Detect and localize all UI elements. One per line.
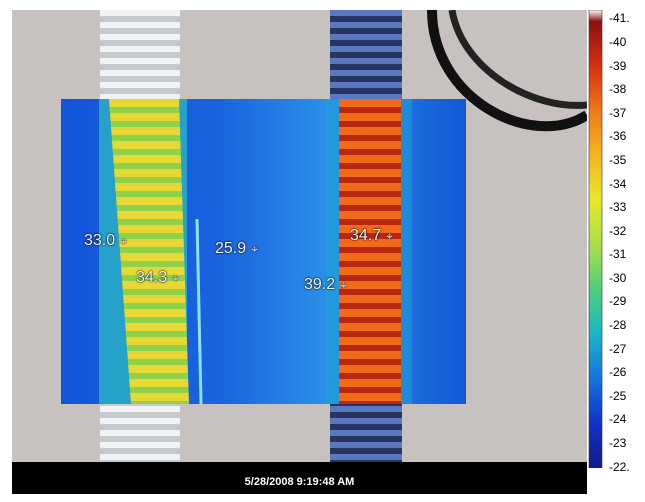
temp-marker-value: 25.9 [215,240,247,257]
temp-marker-33-0: 33.0 ⌖ [84,232,127,250]
temp-marker-value: 33.0 [84,232,116,249]
scale-tick-label: 35 [609,154,626,166]
timestamp: 5/28/2008 9:19:48 AM [244,476,355,488]
temp-marker-25-9: 25.9 ⌖ [215,240,258,258]
scale-tick-label: 38 [609,83,626,95]
scale-tick-label: 25 [609,390,626,402]
scale-tick-label: 28 [609,319,626,331]
scale-tick-label: 26 [609,366,626,378]
crosshair-icon: ⌖ [172,271,179,285]
temp-marker-34-7: 34.7 ⌖ [350,227,393,245]
scale-tick-label: 23 [609,437,626,449]
crosshair-icon: ⌖ [251,242,258,256]
temperature-color-scale [588,10,603,468]
scale-tick-label: 40 [609,36,626,48]
scale-tick-label: 27 [609,343,626,355]
thermal-overlay [61,99,466,404]
temp-marker-value: 34.7 [350,227,382,244]
scale-min-label: 22. [609,461,630,473]
scale-tick-label: 29 [609,295,626,307]
scale-tick-label: 39 [609,60,626,72]
scale-tick-label: 34 [609,178,626,190]
scale-tick-label: 32 [609,225,626,237]
temp-marker-value: 39.2 [304,276,336,293]
temp-marker-value: 34.3 [136,269,168,286]
scale-tick-label: 33 [609,201,626,213]
temp-marker-39-2: 39.2 ⌖ [304,276,347,294]
crosshair-icon: ⌖ [340,278,347,292]
crosshair-icon: ⌖ [386,229,393,243]
scale-tick-label: 36 [609,130,626,142]
timestamp-bar: 5/28/2008 9:19:48 AM [12,462,587,494]
scale-tick-label: 37 [609,107,626,119]
image-viewer: 33.0 ⌖ 34.3 ⌖ 25.9 ⌖ 34.7 ⌖ 39.2 ⌖ [12,10,587,462]
scale-max-label: 41. [609,12,630,24]
scale-tick-label: 30 [609,272,626,284]
crosshair-icon: ⌖ [120,234,127,248]
temp-marker-34-3: 34.3 ⌖ [136,269,179,287]
scale-tick-label: 24 [609,413,626,425]
scale-tick-label: 31 [609,248,626,260]
